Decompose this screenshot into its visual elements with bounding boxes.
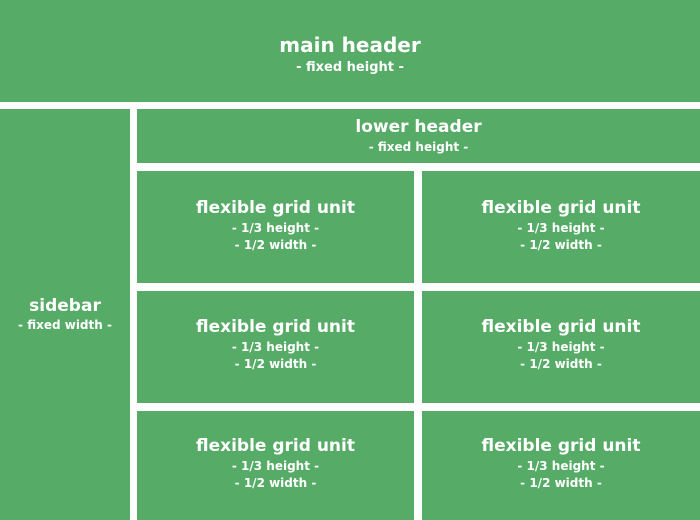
grid-unit-title: flexible grid unit <box>196 198 355 218</box>
grid-unit-title: flexible grid unit <box>481 317 641 337</box>
grid-unit-height-note: - 1/3 height - <box>231 221 320 236</box>
grid-unit-width-note: - 1/2 width - <box>234 356 317 371</box>
grid-unit-height-note: - 1/3 height - <box>231 459 320 474</box>
grid-unit-width-note: - 1/2 width - <box>520 356 602 371</box>
grid-unit-row2-left: flexible grid unit - 1/3 height - - 1/2 … <box>137 291 414 403</box>
grid-unit-width-note: - 1/2 width - <box>520 475 602 490</box>
sidebar-title: sidebar <box>29 295 101 316</box>
lower-header-block: lower header - fixed height - <box>137 109 700 163</box>
grid-unit-height-note: - 1/3 height - <box>517 221 605 236</box>
grid-unit-row1-right: flexible grid unit - 1/3 height - - 1/2 … <box>422 171 700 283</box>
grid-unit-height-note: - 1/3 height - <box>517 340 605 355</box>
sidebar-subtitle: - fixed width - <box>18 318 112 333</box>
grid-unit-row2-right: flexible grid unit - 1/3 height - - 1/2 … <box>422 291 700 403</box>
grid-unit-row3-right: flexible grid unit - 1/3 height - - 1/2 … <box>422 411 700 520</box>
grid-unit-width-note: - 1/2 width - <box>234 237 317 252</box>
main-header-title: main header <box>279 33 421 58</box>
grid-unit-height-note: - 1/3 height - <box>517 459 605 474</box>
main-header-subtitle: - fixed height - <box>296 60 404 76</box>
grid-unit-row1-left: flexible grid unit - 1/3 height - - 1/2 … <box>137 171 414 283</box>
grid-unit-title: flexible grid unit <box>196 317 355 337</box>
grid-unit-title: flexible grid unit <box>196 436 355 456</box>
lower-header-subtitle: - fixed height - <box>368 139 469 154</box>
grid-unit-row3-left: flexible grid unit - 1/3 height - - 1/2 … <box>137 411 414 520</box>
grid-unit-title: flexible grid unit <box>481 436 641 456</box>
lower-header-title: lower header <box>355 117 482 138</box>
grid-unit-height-note: - 1/3 height - <box>231 340 320 355</box>
grid-unit-width-note: - 1/2 width - <box>234 475 317 490</box>
grid-unit-width-note: - 1/2 width - <box>520 237 602 252</box>
main-header-block: main header - fixed height - <box>0 0 700 102</box>
grid-unit-title: flexible grid unit <box>481 198 641 218</box>
sidebar-block: sidebar - fixed width - <box>0 109 130 520</box>
